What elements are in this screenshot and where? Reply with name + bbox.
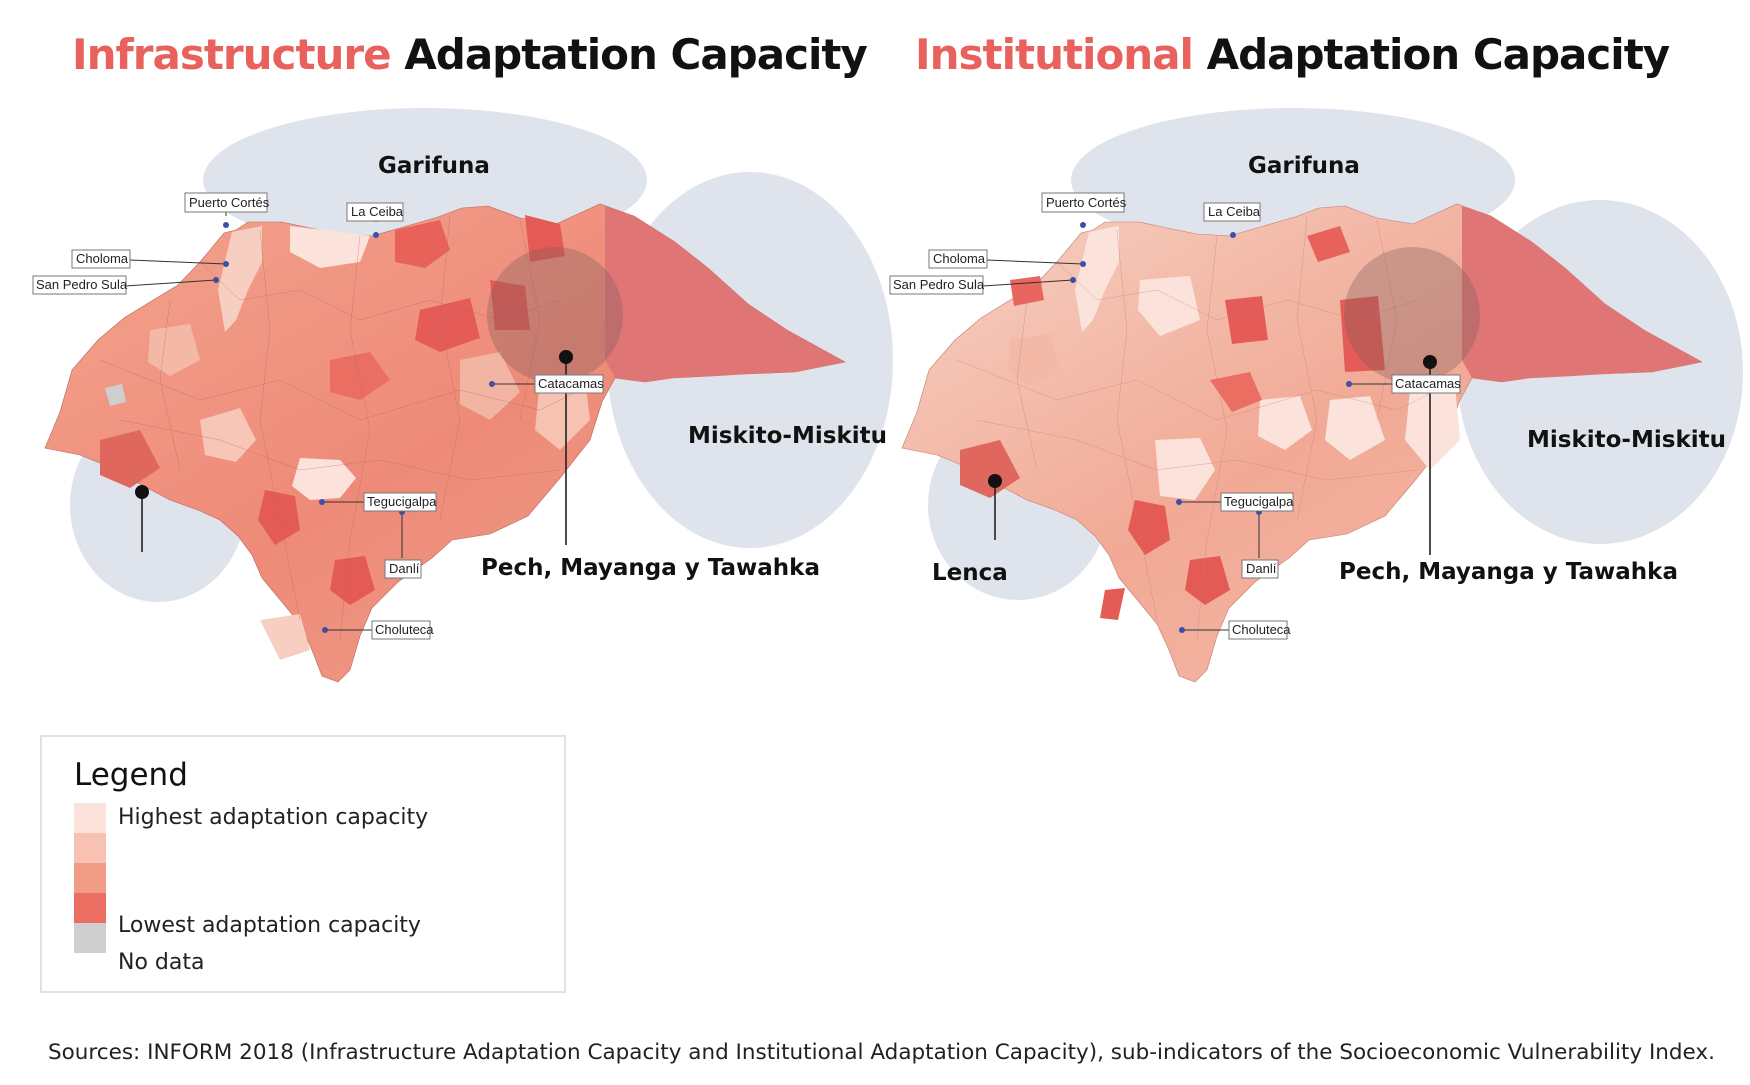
garifuna-region	[203, 108, 647, 252]
group-lenca: Lenca	[932, 560, 1008, 586]
group-miskito: Miskito-Miskitu	[688, 423, 887, 449]
city-choluteca: Choluteca	[375, 622, 434, 637]
legend: Legend Highest adaptation capacity Lowes…	[40, 735, 566, 993]
municipality-patch	[525, 215, 565, 262]
city-dots	[213, 222, 495, 633]
city-markers	[982, 259, 1392, 631]
group-labels: Garifuna Miskito-Miskitu Lenca Pech, May…	[932, 153, 1726, 586]
municipality-patch	[290, 226, 370, 268]
municipality-patch	[1185, 556, 1230, 605]
city-san-pedro-sula: San Pedro Sula	[36, 277, 128, 292]
lenca-dot	[988, 474, 1002, 488]
garifuna-region	[1071, 108, 1515, 252]
city-markers	[125, 212, 535, 631]
city-dots	[1070, 222, 1352, 633]
city-puerto-cortes: Puerto Cortés	[189, 195, 270, 210]
municipality-patch	[415, 298, 480, 352]
city-choloma: Choloma	[933, 251, 986, 266]
group-garifuna: Garifuna	[1248, 153, 1360, 179]
group-labels: Garifuna Miskito-Miskitu Pech, Mayanga y…	[378, 153, 887, 581]
legend-swatch-3	[74, 863, 106, 893]
municipality-patch	[330, 556, 375, 605]
municipality-patch	[218, 226, 262, 332]
municipality-patch	[1258, 396, 1312, 450]
city-tegucigalpa: Tegucigalpa	[1224, 494, 1294, 509]
group-pech: Pech, Mayanga y Tawahka	[481, 555, 820, 581]
municipality-patch	[258, 490, 300, 545]
city-label-boxes	[32, 192, 604, 640]
mosquitia-region	[1462, 206, 1702, 382]
legend-title: Legend	[74, 757, 188, 793]
title-rest: Adaptation Capacity	[1206, 30, 1671, 79]
municipality-patch	[148, 324, 200, 376]
municipality-patch	[100, 430, 160, 488]
city-catacamas: Catacamas	[538, 376, 604, 391]
legend-nodata: No data	[118, 950, 205, 975]
municipality-patch	[1155, 438, 1215, 500]
institutional-map: Puerto Cortés La Ceiba Choloma San Pedro…	[889, 108, 1743, 683]
city-san-pedro-sula: San Pedro Sula	[893, 277, 985, 292]
legend-swatch-1	[74, 803, 106, 833]
pech-region	[487, 247, 623, 383]
municipality-patch	[1340, 296, 1385, 372]
city-catacamas: Catacamas	[1395, 376, 1461, 391]
municipality-patch	[1405, 385, 1460, 470]
title-accent: Infrastructure	[72, 30, 392, 79]
lenca-dot	[135, 485, 149, 499]
municipality-patch	[1325, 396, 1385, 460]
municipality-patch	[1100, 588, 1125, 620]
city-choluteca: Choluteca	[1232, 622, 1291, 637]
mosquitia-region	[605, 206, 845, 382]
municipality-patch	[292, 458, 356, 500]
group-miskito: Miskito-Miskitu	[1527, 427, 1726, 453]
municipality-patch	[330, 352, 390, 400]
institutional-map-title: Institutional Adaptation Capacity	[915, 30, 1671, 79]
legend-swatch-2	[74, 833, 106, 863]
municipality-patch	[1075, 226, 1119, 332]
legend-highest: Highest adaptation capacity	[118, 805, 429, 830]
municipality-patch	[1138, 276, 1200, 336]
legend-swatch-4	[74, 893, 106, 923]
municipality-patch	[960, 440, 1020, 498]
title-accent: Institutional	[915, 30, 1194, 79]
title-rest: Adaptation Capacity	[404, 30, 868, 79]
municipality-patch	[1307, 226, 1350, 262]
municipality-patch	[1210, 372, 1262, 412]
pech-dot	[559, 350, 573, 364]
city-danli: Danlí	[1246, 561, 1277, 576]
municipality-borders	[99, 215, 601, 641]
city-tegucigalpa: Tegucigalpa	[367, 494, 437, 509]
municipality-patch	[260, 614, 310, 660]
infrastructure-map: Puerto Cortés La Ceiba Choloma San Pedro…	[32, 108, 893, 683]
municipality-patch	[1128, 500, 1170, 555]
city-label-boxes	[889, 192, 1461, 640]
city-la-ceiba: La Ceiba	[351, 204, 404, 219]
city-choloma: Choloma	[76, 251, 129, 266]
municipality-borders	[956, 215, 1458, 641]
sources-note: Sources: INFORM 2018 (Infrastructure Ada…	[48, 1040, 1715, 1065]
city-danli: Danlí	[389, 561, 420, 576]
pech-dot	[1423, 355, 1437, 369]
infrastructure-map-title: Infrastructure Adaptation Capacity	[72, 30, 868, 79]
municipality-patch	[105, 384, 126, 406]
municipality-patch	[490, 280, 530, 330]
legend-lowest: Lowest adaptation capacity	[118, 913, 421, 938]
city-labels: Puerto Cortés La Ceiba Choloma San Pedro…	[893, 195, 1461, 637]
group-pech: Pech, Mayanga y Tawahka	[1339, 559, 1678, 585]
pech-region	[1344, 247, 1480, 383]
legend-swatch-nodata	[74, 923, 106, 953]
city-la-ceiba: La Ceiba	[1208, 204, 1261, 219]
city-puerto-cortes: Puerto Cortés	[1046, 195, 1127, 210]
municipality-patch	[535, 378, 590, 450]
municipality-patch	[1225, 296, 1268, 344]
group-garifuna: Garifuna	[378, 153, 490, 179]
municipality-patch	[395, 220, 450, 268]
city-labels: Puerto Cortés La Ceiba Choloma San Pedro…	[36, 195, 604, 637]
